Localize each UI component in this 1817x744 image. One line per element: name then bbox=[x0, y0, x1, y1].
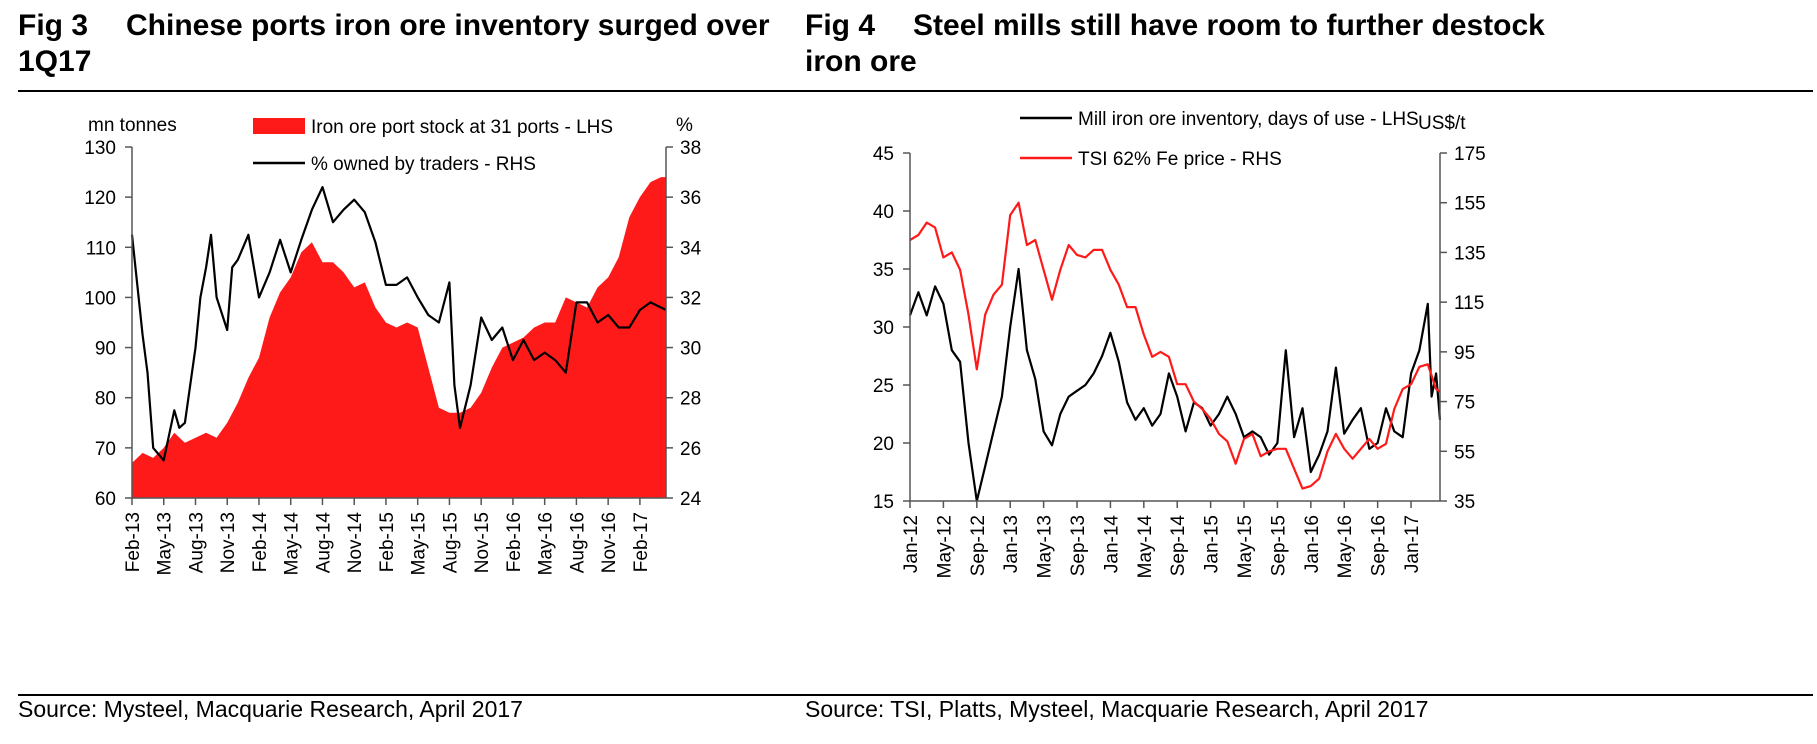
series-line-0 bbox=[908, 267, 1442, 503]
x-tick-label: Feb-13 bbox=[123, 512, 144, 572]
y-left-tick-label: 45 bbox=[873, 144, 894, 165]
y-right-tick-label: 26 bbox=[680, 439, 701, 460]
y-left-tick-label: 60 bbox=[95, 489, 116, 510]
legend-label-0: Mill iron ore inventory, days of use - L… bbox=[1078, 109, 1419, 130]
y-left-axis-label: mn tonnes bbox=[88, 115, 177, 136]
y-right-tick-label: 30 bbox=[680, 339, 701, 360]
y-right-tick-label: 32 bbox=[680, 288, 701, 309]
y-right-tick-label: 115 bbox=[1454, 293, 1484, 314]
figure-4-source: Source: TSI, Platts, Mysteel, Macquarie … bbox=[805, 696, 1429, 722]
figure-3-source: Source: Mysteel, Macquarie Research, Apr… bbox=[18, 696, 523, 722]
y-right-tick-label: 155 bbox=[1454, 194, 1486, 215]
figure-4-title-rule bbox=[805, 90, 1813, 92]
x-tick-label: Jan-12 bbox=[901, 515, 922, 573]
y-right-tick-label: 135 bbox=[1454, 243, 1486, 264]
y-right-axis-label: % bbox=[676, 115, 693, 136]
figure-4-title-line2: iron ore bbox=[805, 45, 917, 78]
figure-4-source-rule bbox=[805, 694, 1813, 696]
x-tick-label: Jan-15 bbox=[1202, 515, 1223, 573]
figure-3-title-line1: Chinese ports iron ore inventory surged … bbox=[126, 9, 770, 42]
figure-4-title-line1: Steel mills still have room to further d… bbox=[913, 9, 1545, 42]
x-tick-label: Feb-16 bbox=[504, 512, 525, 572]
y-left-tick-label: 110 bbox=[86, 238, 116, 259]
y-right-tick-label: 55 bbox=[1454, 442, 1475, 463]
x-tick-label: Jan-14 bbox=[1101, 515, 1122, 574]
y-right-tick-label: 36 bbox=[680, 188, 701, 209]
y-left-tick-label: 120 bbox=[84, 188, 116, 209]
figure-3-title-rule bbox=[18, 90, 895, 92]
figure-3-panel: Fig 3 Chinese ports iron ore inventory su… bbox=[0, 0, 900, 744]
figure-4-title: Fig 4 Steel mills still have room to furt… bbox=[805, 8, 1685, 80]
legend-label-0: Iron ore port stock at 31 ports - LHS bbox=[311, 117, 613, 138]
y-left-tick-label: 20 bbox=[873, 434, 894, 455]
x-tick-label: Aug-16 bbox=[567, 512, 588, 573]
y-right-tick-label: 24 bbox=[680, 489, 702, 510]
x-tick-label: Jan-16 bbox=[1302, 515, 1323, 573]
figure-4-chart: 15 20 25 30 35 40 45 35 55 75 95 115 135 155 175 Jan-12… bbox=[873, 109, 1486, 579]
y-left-tick-label: 90 bbox=[95, 339, 116, 360]
figure-3-chart: 60 70 80 90 100 110 120 130 24 26 28 30 32 34 36 38 Feb-… bbox=[84, 115, 702, 576]
y-right-tick-label: 34 bbox=[680, 238, 702, 259]
x-tick-label: May-14 bbox=[282, 512, 303, 576]
x-tick-label: Sep-13 bbox=[1068, 515, 1089, 576]
x-tick-label: Sep-15 bbox=[1268, 515, 1289, 576]
x-tick-label: May-13 bbox=[155, 512, 176, 575]
x-tick-label: May-13 bbox=[1035, 515, 1056, 578]
y-left-tick-label: 80 bbox=[95, 389, 116, 410]
y-left-tick-label: 130 bbox=[84, 138, 116, 159]
x-tick-label: May-15 bbox=[1235, 515, 1256, 578]
legend-label-1: TSI 62% Fe price - RHS bbox=[1078, 149, 1282, 170]
y-left-tick-label: 70 bbox=[95, 439, 116, 460]
y-right-tick-label: 35 bbox=[1454, 492, 1475, 513]
x-tick-label: May-14 bbox=[1135, 515, 1156, 579]
y-left-tick-label: 15 bbox=[873, 492, 894, 513]
series-line-1 bbox=[909, 201, 1441, 490]
figure-3-title: Fig 3 Chinese ports iron ore inventory su… bbox=[18, 8, 898, 80]
y-right-tick-label: 175 bbox=[1454, 144, 1486, 165]
x-tick-label: Nov-16 bbox=[599, 512, 620, 573]
y-right-tick-label: 95 bbox=[1454, 343, 1475, 364]
x-tick-label: Aug-14 bbox=[313, 512, 334, 574]
x-tick-label: Sep-14 bbox=[1168, 515, 1189, 577]
series-area-0 bbox=[132, 177, 666, 498]
x-tick-label: Feb-15 bbox=[377, 512, 398, 572]
y-left-tick-label: 40 bbox=[873, 202, 894, 223]
y-right-tick-label: 38 bbox=[680, 138, 701, 159]
figure-4-label: Fig 4 bbox=[805, 9, 876, 42]
figure-3-label: Fig 3 bbox=[18, 9, 89, 42]
series-line-1 bbox=[130, 186, 667, 462]
figure-3-source-rule bbox=[18, 694, 895, 696]
y-left-tick-label: 25 bbox=[873, 376, 894, 397]
x-tick-label: Nov-14 bbox=[345, 512, 366, 574]
figure-4-panel: Fig 4 Steel mills still have room to furt… bbox=[795, 0, 1813, 744]
legend-swatch-0 bbox=[253, 118, 305, 134]
y-left-tick-label: 35 bbox=[873, 260, 894, 281]
y-right-tick-label: 28 bbox=[680, 389, 701, 410]
legend-label-1: % owned by traders - RHS bbox=[311, 154, 536, 175]
y-left-tick-label: 30 bbox=[873, 318, 894, 339]
x-tick-label: Sep-16 bbox=[1369, 515, 1390, 576]
x-tick-label: Sep-12 bbox=[968, 515, 989, 576]
x-tick-label: Jan-13 bbox=[1001, 515, 1022, 573]
y-left-tick-label: 100 bbox=[84, 288, 116, 309]
x-tick-label: Feb-14 bbox=[250, 512, 271, 573]
x-tick-label: Feb-17 bbox=[631, 512, 652, 572]
x-tick-label: Nov-13 bbox=[218, 512, 239, 573]
y-right-tick-label: 75 bbox=[1454, 393, 1475, 414]
x-tick-label: May-12 bbox=[934, 515, 955, 578]
figure-3-title-line2: 1Q17 bbox=[18, 45, 92, 78]
x-tick-label: Aug-13 bbox=[186, 512, 207, 573]
x-tick-label: Jan-17 bbox=[1402, 515, 1423, 573]
y-right-axis-label: US$/t bbox=[1418, 113, 1466, 134]
x-tick-label: May-16 bbox=[1335, 515, 1356, 578]
x-tick-label: Aug-15 bbox=[440, 512, 461, 573]
x-tick-label: May-16 bbox=[536, 512, 557, 575]
x-tick-label: Nov-15 bbox=[472, 512, 493, 573]
x-tick-label: May-15 bbox=[409, 512, 430, 575]
